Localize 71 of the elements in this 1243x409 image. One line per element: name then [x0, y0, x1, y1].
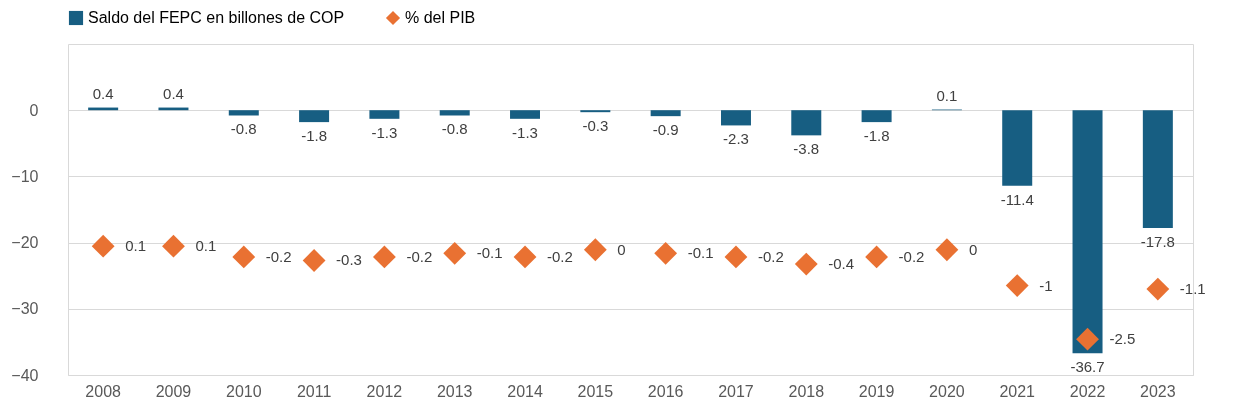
point [794, 252, 818, 276]
point [162, 234, 185, 258]
x-tick-label: 2008 [85, 382, 122, 400]
data-label: -0.3 [336, 251, 362, 269]
point [302, 249, 326, 272]
data-label: -2.3 [723, 130, 749, 148]
point [583, 238, 607, 262]
y-tick-label: −40 [11, 366, 39, 384]
data-label: -0.2 [406, 247, 433, 265]
x-tick-label: 2020 [929, 382, 965, 400]
point [91, 234, 115, 258]
point [935, 238, 959, 262]
data-label: -0.8 [230, 120, 257, 138]
x-tick-label: 2016 [647, 382, 684, 400]
y-tick-label: 0 [29, 101, 39, 119]
point [1005, 274, 1029, 297]
data-label: 0 [968, 240, 978, 258]
x-tick-label: 2023 [1140, 382, 1176, 400]
point [1076, 327, 1099, 351]
x-tick-label: 2018 [788, 382, 825, 400]
y-tick-label: −10 [11, 167, 39, 185]
legend-label: % del PIB [405, 9, 476, 26]
data-label: -1 [1039, 276, 1053, 294]
x-tick-label: 2021 [999, 382, 1036, 400]
data-label: 0.4 [163, 84, 184, 102]
data-label: -0.2 [898, 247, 925, 265]
data-label: -36.7 [1070, 358, 1105, 376]
x-tick-label: 2017 [718, 382, 754, 400]
data-label: -0.2 [265, 247, 292, 265]
data-label: 0 [617, 240, 626, 258]
y-tick-label: −30 [11, 300, 39, 318]
data-label: -1.8 [301, 127, 328, 145]
x-tick-label: 2013 [436, 382, 473, 400]
data-label: -17.8 [1140, 233, 1175, 251]
legend-label: Saldo del FEPC en billones de COP [88, 9, 345, 26]
x-tick-label: 2012 [366, 382, 403, 400]
data-label: -1.3 [371, 123, 398, 141]
data-label: 0.4 [92, 84, 114, 102]
data-label: -2.5 [1109, 330, 1136, 348]
point [1146, 277, 1170, 301]
data-label: -0.2 [547, 247, 573, 265]
data-label: -11.4 [1000, 190, 1034, 208]
point [443, 241, 467, 265]
data-label: -0.9 [652, 121, 679, 139]
point [373, 245, 396, 269]
x-tick-label: 2022 [1069, 382, 1106, 400]
point [724, 245, 748, 269]
data-label: 0.1 [936, 86, 958, 104]
data-label: -0.1 [476, 244, 503, 262]
data-label: -0.1 [687, 244, 714, 262]
data-label: -0.8 [441, 120, 468, 138]
x-tick-label: 2014 [507, 382, 543, 400]
x-tick-label: 2015 [577, 382, 614, 400]
point [654, 241, 678, 265]
data-label: -1.1 [1179, 280, 1206, 298]
data-label: -0.4 [828, 255, 855, 273]
data-label: -1.8 [863, 127, 890, 145]
x-tick-label: 2009 [155, 382, 192, 400]
data-label: -0.2 [757, 247, 784, 265]
x-tick-label: 2010 [225, 382, 262, 400]
data-label: 0.1 [125, 237, 147, 255]
point [865, 245, 888, 269]
point [232, 245, 256, 269]
data-label: -1.3 [512, 123, 538, 141]
data-label: 0.1 [195, 237, 217, 255]
x-tick-label: 2011 [296, 382, 332, 400]
data-label: -0.3 [582, 117, 609, 135]
x-tick-label: 2019 [858, 382, 895, 400]
point [513, 245, 537, 269]
y-tick-label: −20 [11, 234, 39, 252]
data-label: -3.8 [793, 140, 820, 158]
